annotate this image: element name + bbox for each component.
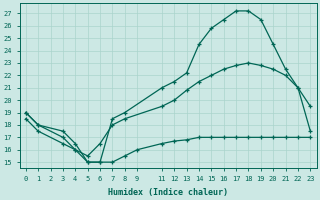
X-axis label: Humidex (Indice chaleur): Humidex (Indice chaleur) bbox=[108, 188, 228, 197]
